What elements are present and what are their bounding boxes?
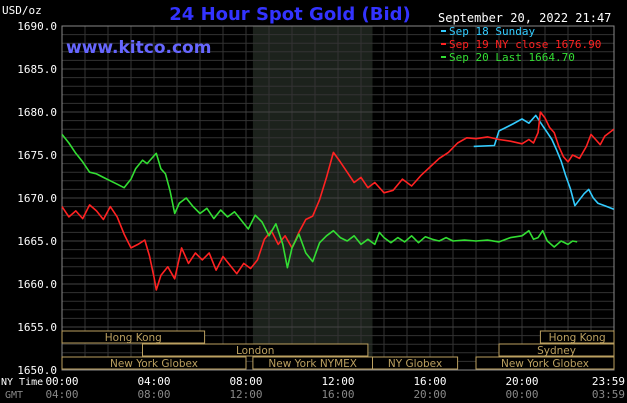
session-box (539, 330, 615, 344)
session-box (61, 356, 247, 370)
y-tick-label: 1690.0 (17, 20, 57, 33)
legend-label: Sep 19 NY close 1676.90 (449, 38, 601, 51)
series-line-3 (61, 133, 578, 269)
y-axis-label: USD/oz (2, 4, 42, 17)
session-label: Hong Kong (105, 332, 162, 344)
x-tick-label: 16:00 (413, 375, 446, 388)
session-box (61, 330, 206, 344)
y-tick-label: 1665.0 (17, 235, 57, 248)
gmt-tick-label: 16:00 (321, 388, 354, 401)
x-tick-label: 20:00 (505, 375, 538, 388)
session-label: New York Globex (110, 358, 198, 370)
session-label: New York NYMEX (268, 358, 357, 370)
legend-label: Sep 18 Sunday (449, 25, 535, 38)
session-label: Sydney (537, 345, 576, 357)
legend-label: Sep 20 Last 1664.70 (449, 51, 575, 64)
y-tick-label: 1650.0 (17, 364, 57, 377)
y-tick-label: 1670.0 (17, 192, 57, 205)
session-box (498, 343, 615, 357)
session-label: New York Globex (501, 358, 589, 370)
y-tick-label: 1685.0 (17, 63, 57, 76)
y-axis: 1690.0 1685.0 1680.0 1675.0 1670.0 1665.0 1660… (17, 20, 57, 377)
y-tick-label: 1680.0 (17, 106, 57, 119)
y-tick-label: 1655.0 (17, 321, 57, 334)
series-lines (61, 111, 615, 291)
x-axis: 00:0004:0004:0008:0008:0012:0012:0016:00… (45, 375, 625, 401)
x-tick-label: 08:00 (229, 375, 262, 388)
gmt-label: GMT (5, 390, 23, 401)
session-label: London (236, 345, 275, 357)
ny-time-label: NY Time (1, 377, 43, 388)
x-tick-label: 04:00 (137, 375, 170, 388)
session-label: NY Globex (388, 358, 442, 370)
x-tick-label: 00:00 (45, 375, 78, 388)
gmt-tick-label: 04:00 (45, 388, 78, 401)
grid (61, 25, 615, 371)
site-url: www.kitco.com (66, 38, 211, 58)
y-tick-label: 1675.0 (17, 149, 57, 162)
gmt-tick-label: 00:00 (505, 388, 538, 401)
timestamp: September 20, 2022 21:47 (438, 11, 611, 25)
chart-title: 24 Hour Spot Gold (Bid) (169, 4, 410, 25)
x-tick-label: 12:00 (321, 375, 354, 388)
gmt-tick-label: 08:00 (137, 388, 170, 401)
plot-frame (61, 25, 615, 371)
session-box (475, 356, 615, 370)
gmt-tick-label: 12:00 (229, 388, 262, 401)
gmt-tick-label: 03:59 (592, 388, 625, 401)
gmt-tick-label: 20:00 (413, 388, 446, 401)
series-line-2 (61, 111, 615, 291)
y-tick-label: 1660.0 (17, 278, 57, 291)
session-label: Hong Kong (549, 332, 606, 344)
x-tick-label: 23:59 (592, 375, 625, 388)
session-box (372, 356, 459, 370)
session-box (142, 343, 369, 357)
series-line-1 (473, 114, 615, 210)
